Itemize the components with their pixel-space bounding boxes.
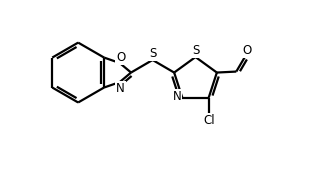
Text: Cl: Cl	[203, 114, 215, 127]
Text: N: N	[116, 82, 125, 95]
Text: N: N	[173, 90, 181, 103]
Text: S: S	[192, 44, 200, 57]
Text: S: S	[149, 48, 156, 60]
Text: O: O	[242, 44, 252, 57]
Text: O: O	[116, 51, 125, 64]
